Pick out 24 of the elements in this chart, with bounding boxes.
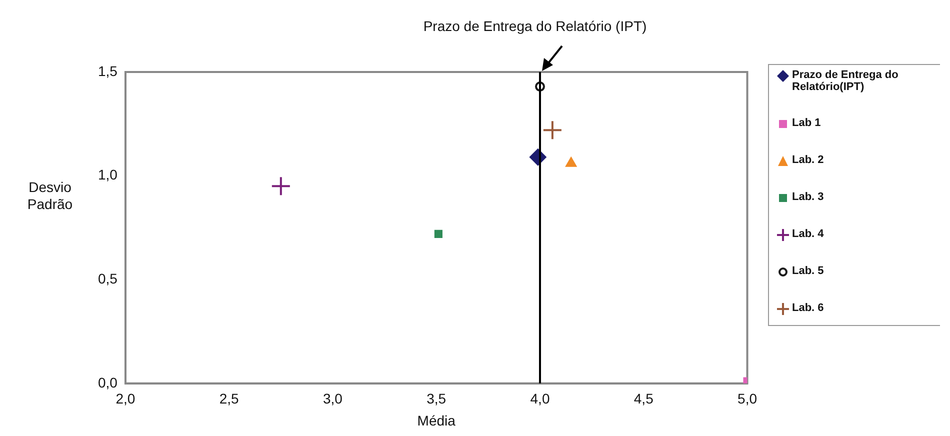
y-axis-title: Desvio Padrão <box>27 178 73 212</box>
point <box>270 176 291 196</box>
point <box>434 230 442 238</box>
y-tick-label: 0,0 <box>98 374 118 390</box>
ref-line-label: Prazo de Entrega do Relatório (IPT) <box>423 18 647 34</box>
x-tick-label: 4,0 <box>530 390 550 407</box>
x-tick-label: 4,5 <box>634 390 654 407</box>
point <box>542 120 562 140</box>
y-tick-label: 0,5 <box>98 270 118 286</box>
legend-label: Lab. 4 <box>792 228 824 240</box>
y-tick-label: 1,0 <box>98 166 118 183</box>
y-tick-label: 1,5 <box>98 62 118 79</box>
x-tick-label: 3,0 <box>322 390 343 407</box>
x-tick-label: 2,0 <box>116 390 136 407</box>
legend-label: Lab. 5 <box>792 265 824 277</box>
legend-label: Lab. 2 <box>792 154 824 166</box>
x-tick-label: 3,5 <box>426 390 446 407</box>
legend-label: Lab. 3 <box>792 191 824 203</box>
legend-label: Lab 1 <box>792 117 821 129</box>
legend-label: Lab. 6 <box>792 302 824 314</box>
x-tick-label: 5,0 <box>738 390 758 407</box>
legend-label: Prazo de Entrega do Relatório(IPT) <box>792 69 900 93</box>
x-tick-label: 2,5 <box>219 390 240 407</box>
x-axis-title: Média <box>417 412 456 428</box>
